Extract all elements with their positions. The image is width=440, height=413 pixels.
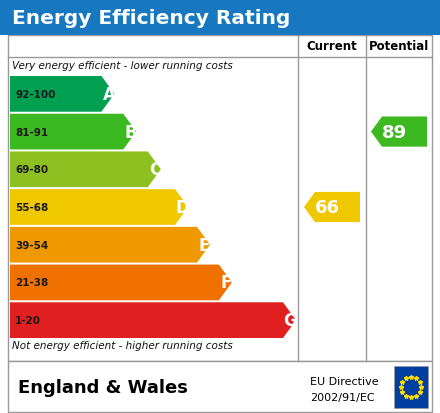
Bar — [8, 361, 432, 412]
Text: 92-100: 92-100 — [15, 90, 55, 100]
Text: F: F — [220, 274, 232, 292]
Text: G: G — [284, 311, 297, 329]
Bar — [0, 0, 440, 36]
Text: 69-80: 69-80 — [15, 165, 48, 175]
Polygon shape — [371, 117, 427, 147]
Text: 55-68: 55-68 — [15, 202, 48, 212]
Text: EU Directive: EU Directive — [310, 376, 379, 386]
Bar — [8, 36, 432, 361]
Text: D: D — [176, 199, 190, 216]
Text: Not energy efficient - higher running costs: Not energy efficient - higher running co… — [12, 340, 233, 350]
Text: E: E — [199, 236, 210, 254]
Text: England & Wales: England & Wales — [18, 378, 188, 396]
Polygon shape — [10, 152, 161, 188]
Text: B: B — [125, 123, 137, 141]
Polygon shape — [10, 190, 188, 225]
Text: 39-54: 39-54 — [15, 240, 48, 250]
Text: 21-38: 21-38 — [15, 278, 48, 288]
Text: Current: Current — [307, 40, 357, 53]
Text: 81-91: 81-91 — [15, 127, 48, 137]
Polygon shape — [10, 265, 232, 301]
Polygon shape — [10, 227, 210, 263]
Text: 66: 66 — [315, 199, 340, 216]
Text: A: A — [103, 85, 115, 104]
Text: 1-20: 1-20 — [15, 316, 41, 325]
Text: C: C — [149, 161, 161, 179]
Polygon shape — [10, 114, 136, 150]
Polygon shape — [10, 77, 114, 112]
Polygon shape — [304, 192, 360, 223]
Text: 2002/91/EC: 2002/91/EC — [310, 392, 374, 402]
Text: Energy Efficiency Rating: Energy Efficiency Rating — [12, 9, 290, 27]
Text: 89: 89 — [382, 123, 407, 141]
Polygon shape — [10, 303, 296, 338]
Text: Very energy efficient - lower running costs: Very energy efficient - lower running co… — [12, 61, 233, 71]
Bar — [394, 366, 428, 408]
Text: Potential: Potential — [369, 40, 429, 53]
